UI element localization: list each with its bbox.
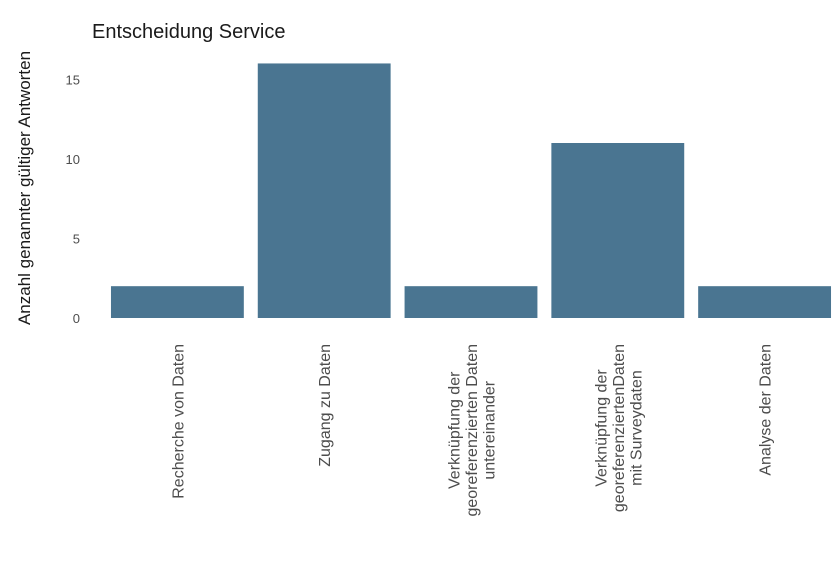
bar-5 [698,286,832,318]
x-tick-label-5: Analyse der Daten [758,344,775,476]
x-tick-label-line: georeferenzierten Daten [464,344,481,517]
chart-title: Entscheidung Service [92,21,285,43]
x-tick-label-2: Zugang zu Daten [317,344,334,467]
y-tick-label: 15 [66,72,80,87]
x-tick-label-1: Recherche von Daten [170,344,187,499]
y-tick-label: 10 [66,152,80,167]
x-tick-label-line: Verknüpfung der [593,369,610,487]
bar-1 [110,286,244,318]
x-tick-label-3: Verknüpfung dergeoreferenzierten Datenun… [447,344,499,517]
x-tick-label-line: Analyse der Daten [758,344,775,476]
bars-group [110,63,832,319]
y-tick-label: 0 [73,311,80,326]
x-ticks-group: Recherche von Daten Zugang zu Daten Verknü… [170,344,774,517]
y-axis-label: Anzahl genannter gültiger Antworten [15,51,34,325]
x-tick-label-line: Zugang zu Daten [317,344,334,467]
x-tick-label-4: Verknüpfung dergeoreferenziertenDatenmit… [593,344,645,512]
x-tick-label-line: Verknüpfung der [447,371,464,489]
bar-3 [404,286,538,318]
x-tick-label-line: mit Surveydaten [628,370,645,486]
x-tick-label-line: Recherche von Daten [170,344,187,499]
bar-2 [257,63,391,319]
y-ticks-group: 0 5 10 15 [66,72,80,326]
x-tick-label-line: untereinander [482,380,499,479]
x-tick-label-line: georeferenziertenDaten [611,344,628,512]
bar-4 [551,143,685,318]
y-tick-label: 5 [73,231,80,246]
